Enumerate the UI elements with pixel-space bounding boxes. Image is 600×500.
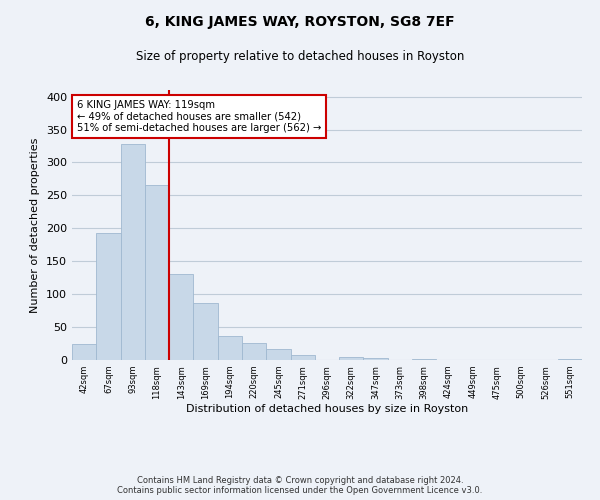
Text: Contains HM Land Registry data © Crown copyright and database right 2024.
Contai: Contains HM Land Registry data © Crown c…	[118, 476, 482, 495]
Bar	[96, 233, 121, 360]
Text: 6, KING JAMES WAY, ROYSTON, SG8 7EF: 6, KING JAMES WAY, ROYSTON, SG8 7EF	[145, 15, 455, 29]
Bar	[290, 354, 315, 360]
Bar	[145, 186, 169, 360]
Bar	[266, 349, 290, 360]
Text: Size of property relative to detached houses in Royston: Size of property relative to detached ho…	[136, 50, 464, 63]
Bar	[412, 358, 436, 360]
Text: 6 KING JAMES WAY: 119sqm
← 49% of detached houses are smaller (542)
51% of semi-: 6 KING JAMES WAY: 119sqm ← 49% of detach…	[77, 100, 321, 133]
Bar	[193, 302, 218, 360]
Bar	[121, 144, 145, 360]
Bar	[218, 336, 242, 360]
Bar	[558, 358, 582, 360]
Bar	[364, 358, 388, 360]
Y-axis label: Number of detached properties: Number of detached properties	[31, 138, 40, 312]
Bar	[242, 343, 266, 360]
Bar	[72, 344, 96, 360]
Bar	[339, 356, 364, 360]
X-axis label: Distribution of detached houses by size in Royston: Distribution of detached houses by size …	[186, 404, 468, 414]
Bar	[169, 274, 193, 360]
